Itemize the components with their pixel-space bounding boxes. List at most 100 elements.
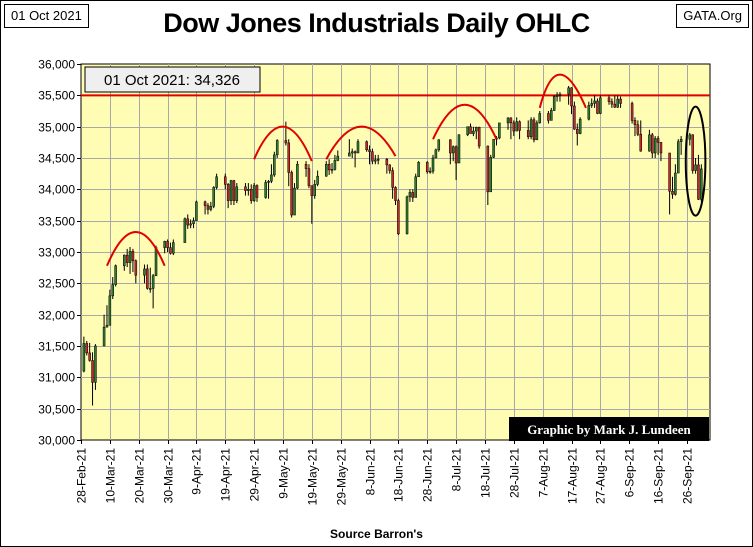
y-tick-label: 30,500: [38, 403, 75, 417]
candle-body: [290, 172, 293, 216]
candle-body: [304, 164, 308, 169]
y-tick-label: 30,000: [38, 434, 75, 448]
candle-body: [449, 139, 452, 154]
candle-body: [172, 242, 175, 254]
resistance-arc: [538, 73, 587, 109]
candle-body: [512, 122, 516, 132]
candle-body: [192, 220, 195, 225]
candle-body: [573, 105, 576, 130]
candle-body: [515, 121, 518, 132]
candle-body: [105, 325, 109, 328]
candle-body: [333, 160, 337, 170]
x-tick-label: 26-Sep-21: [681, 448, 695, 504]
candle-body: [599, 97, 602, 114]
candle-body: [405, 196, 409, 235]
candle-body: [691, 134, 694, 171]
candle-body: [457, 134, 461, 164]
candle-body: [195, 201, 198, 221]
y-tick-label: 34,000: [38, 183, 75, 197]
candle-body: [677, 141, 680, 174]
candle-body: [293, 187, 296, 216]
credit-text: Graphic by Mark J. Lundeen: [527, 422, 691, 437]
candle-body: [91, 360, 94, 383]
candle-body: [576, 128, 579, 134]
x-tick-label: 9-May-21: [277, 448, 291, 499]
candle-body: [114, 265, 117, 285]
x-tick-label: 28-Feb-21: [75, 448, 89, 504]
candle-body: [215, 176, 218, 188]
x-tick-label: 7-Aug-21: [537, 448, 551, 498]
candle-body: [674, 172, 677, 195]
candle-body: [212, 187, 215, 207]
candle-body: [593, 100, 596, 104]
x-tick-label: 8-Jul-21: [450, 448, 464, 492]
candle-body: [394, 187, 397, 201]
candle-body: [659, 142, 663, 154]
candle-body: [509, 117, 513, 124]
candle-body: [425, 162, 429, 173]
candle-body: [310, 185, 314, 196]
source-label: Source Barron's: [330, 527, 423, 541]
candle-body: [498, 122, 501, 139]
candle-body: [206, 205, 210, 210]
y-tick-label: 33,000: [38, 246, 75, 260]
candle-body: [596, 100, 599, 114]
candle-body: [348, 152, 351, 157]
chart-title: Dow Jones Industrials Daily OHLC: [163, 8, 590, 38]
candle-body: [477, 127, 481, 147]
candle-body: [224, 176, 227, 185]
candle-body: [417, 162, 420, 178]
candle-body: [529, 119, 533, 137]
candle-body: [316, 175, 319, 185]
x-tick-label: 28-Jul-21: [508, 448, 522, 498]
candle-body: [371, 151, 374, 162]
candle-body: [232, 180, 236, 201]
candle-body: [146, 268, 149, 289]
candle-body: [472, 130, 475, 134]
resistance-arc: [432, 103, 498, 140]
candle-body: [671, 190, 674, 195]
candle-body: [454, 146, 458, 164]
annotation-box: [84, 66, 261, 93]
y-tick-label: 34,500: [38, 152, 75, 166]
x-tick-label: 19-Apr-21: [219, 448, 233, 502]
candle-body: [353, 151, 357, 154]
candle-body: [82, 343, 86, 372]
x-tick-label: 8-Jun-21: [364, 448, 378, 496]
candle-body: [327, 164, 331, 171]
y-tick-label: 35,500: [38, 89, 75, 103]
candle-body: [688, 134, 692, 140]
candle-body: [336, 155, 340, 161]
candle-body: [385, 159, 389, 166]
candle-body: [535, 122, 539, 141]
candle-body: [610, 101, 614, 105]
candle-body: [356, 141, 360, 154]
highlight-ellipse: [684, 105, 707, 217]
candle-body: [267, 180, 270, 183]
candle-body: [102, 326, 106, 347]
candle-body: [489, 157, 492, 193]
x-tick-label: 16-Sep-21: [652, 448, 666, 504]
candle-body: [633, 120, 637, 126]
candle-body: [151, 275, 155, 289]
candle-body: [296, 164, 299, 189]
y-tick-label: 31,000: [38, 371, 75, 385]
x-tick-label: 18-Jul-21: [479, 448, 493, 498]
y-tick-label: 32,000: [38, 309, 75, 323]
y-tick-label: 31,500: [38, 340, 75, 354]
candle-body: [275, 140, 279, 156]
candle-body: [506, 117, 510, 124]
resistance-arc: [106, 231, 166, 267]
candle-body: [307, 168, 311, 186]
candle-body: [630, 103, 634, 121]
candle-body: [189, 223, 192, 226]
candle-body: [428, 170, 432, 173]
candle-body: [451, 146, 455, 154]
candle-body: [163, 241, 166, 248]
candle-body: [434, 149, 438, 159]
candle-body: [376, 159, 380, 161]
y-tick-label: 36,000: [38, 58, 75, 72]
candle-body: [123, 254, 126, 267]
candle-body: [538, 113, 542, 124]
